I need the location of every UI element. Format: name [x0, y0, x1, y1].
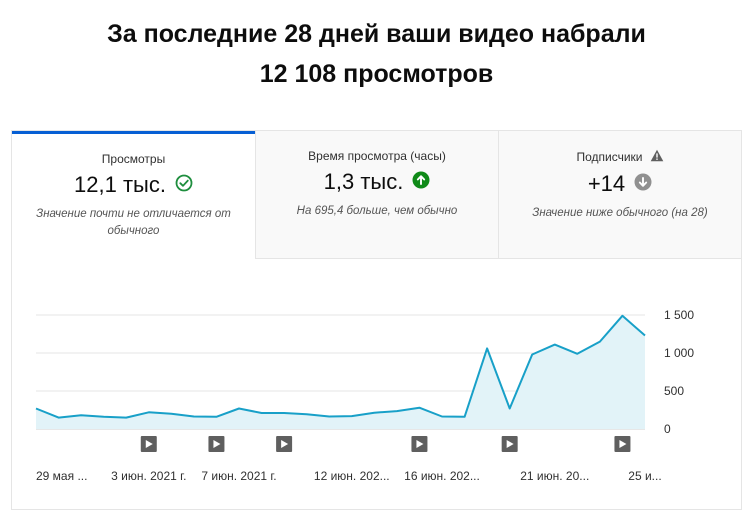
tab-watch-time-value-row: 1,3 тыс. — [256, 169, 498, 195]
y-tick-label: 1 500 — [664, 308, 694, 322]
x-tick-label: 3 июн. 2021 г. — [111, 469, 186, 483]
play-icon — [416, 440, 424, 448]
play-icon — [145, 440, 153, 448]
views-chart: 1 500 1 000 500 0 29 мая ... 3 июн. 2021 г. 7 … — [12, 259, 741, 509]
tab-watch-time-label: Время просмотра (часы) — [308, 149, 446, 163]
views-chart-svg: 1 500 1 000 500 0 29 мая ... 3 июн. 2021 г. 7 … — [35, 308, 694, 483]
headline-line-1: За последние 28 дней ваши видео набрали — [107, 20, 646, 48]
tab-label: Время просмотра (часы) — [256, 149, 498, 163]
analytics-card: Просмотры 12,1 тыс. Значение почти не от… — [11, 130, 742, 510]
play-icon — [619, 440, 627, 448]
series-line — [35, 314, 646, 419]
tab-views-label: Просмотры — [101, 152, 166, 166]
tab-label: Подписчики — [499, 149, 741, 165]
arrow-up-circle-icon — [412, 169, 430, 195]
tab-views-value-row: 12,1 тыс. — [12, 172, 255, 198]
x-tick-label: 25 и... — [628, 469, 661, 483]
headline-line-2: 12 108 просмотров — [259, 60, 494, 88]
y-tick-label: 500 — [664, 384, 684, 398]
warning-icon[interactable] — [650, 149, 664, 165]
x-tick-label: 16 июн. 202... — [404, 469, 480, 483]
check-circle-icon — [175, 172, 193, 198]
arrow-down-circle-icon — [634, 171, 652, 197]
tab-watch-time-note: На 695,4 больше, чем обычно — [296, 205, 458, 217]
y-tick-label: 1 000 — [664, 346, 694, 360]
x-tick-label: 7 июн. 2021 г. — [201, 469, 276, 483]
tab-subscribers-note: Значение ниже обычного (на 28) — [532, 207, 708, 219]
tab-views[interactable]: Просмотры 12,1 тыс. Значение почти не от… — [12, 131, 255, 259]
y-tick-label: 0 — [664, 422, 671, 436]
tab-watch-time-value: 1,3 тыс. — [323, 169, 404, 194]
tab-views-value: 12,1 тыс. — [74, 172, 166, 197]
tab-label: Просмотры — [12, 152, 255, 166]
x-tick-label: 21 июн. 20... — [520, 469, 589, 483]
page-headline: За последние 28 дней ваши видео набрали … — [0, 14, 753, 94]
x-tick-label: 12 июн. 202... — [314, 469, 390, 483]
tab-watch-time[interactable]: Время просмотра (часы) 1,3 тыс. На 695,4… — [255, 131, 498, 259]
tab-subscribers-value-row: +14 — [499, 171, 741, 197]
play-icon — [213, 440, 221, 448]
tab-views-note: Значение почти не отличается от обычного — [36, 208, 231, 237]
series-area — [36, 315, 645, 429]
play-icon — [281, 440, 289, 448]
tab-subscribers-label: Подписчики — [576, 150, 643, 164]
tab-subscribers-value: +14 — [587, 171, 626, 196]
x-tick-label: 29 мая ... — [36, 469, 87, 483]
tab-subscribers[interactable]: Подписчики +14 Значение ниже обычного (н… — [498, 131, 741, 259]
play-icon — [506, 440, 514, 448]
